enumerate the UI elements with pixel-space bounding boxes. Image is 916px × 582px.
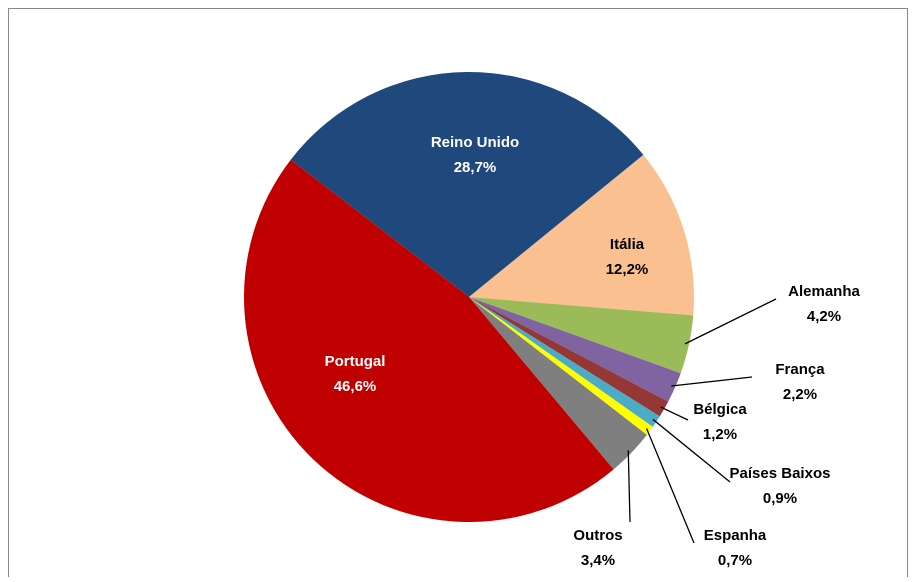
leader-line (684, 298, 777, 345)
pie-slice (469, 297, 669, 417)
pie-slice (290, 71, 644, 297)
slice-label: Reino Unido (431, 134, 519, 151)
pie-slice (469, 297, 653, 435)
leader-line (627, 450, 631, 523)
slice-value-label: 12,2% (606, 261, 649, 278)
slice-label: Portugal (325, 353, 386, 370)
pie-slice (469, 154, 694, 316)
slice-value-label: 2,2% (783, 386, 817, 403)
slice-label: Outros (573, 527, 622, 544)
slice-value-label: 4,2% (807, 308, 841, 325)
pie-slice (469, 297, 647, 470)
slice-label: Bélgica (693, 401, 747, 418)
slice-label: Alemanha (788, 283, 860, 300)
leader-line (671, 376, 753, 387)
pie-slice (469, 297, 694, 374)
slice-value-label: 46,6% (334, 378, 377, 395)
leader-line (646, 428, 695, 544)
slice-value-label: 0,7% (718, 552, 752, 569)
pie-slice (469, 297, 660, 427)
slice-value-label: 0,9% (763, 490, 797, 507)
slice-label: Espanha (704, 527, 767, 544)
pie-slice (469, 297, 681, 402)
slice-label: França (775, 361, 825, 378)
slice-label: Países Baixos (730, 465, 831, 482)
leader-line (660, 406, 689, 421)
pie-slice (243, 159, 614, 522)
leader-line (652, 418, 731, 483)
slice-label: Itália (610, 236, 645, 253)
slice-value-label: 3,4% (581, 552, 615, 569)
slice-value-label: 28,7% (454, 159, 497, 176)
slice-value-label: 1,2% (703, 426, 737, 443)
